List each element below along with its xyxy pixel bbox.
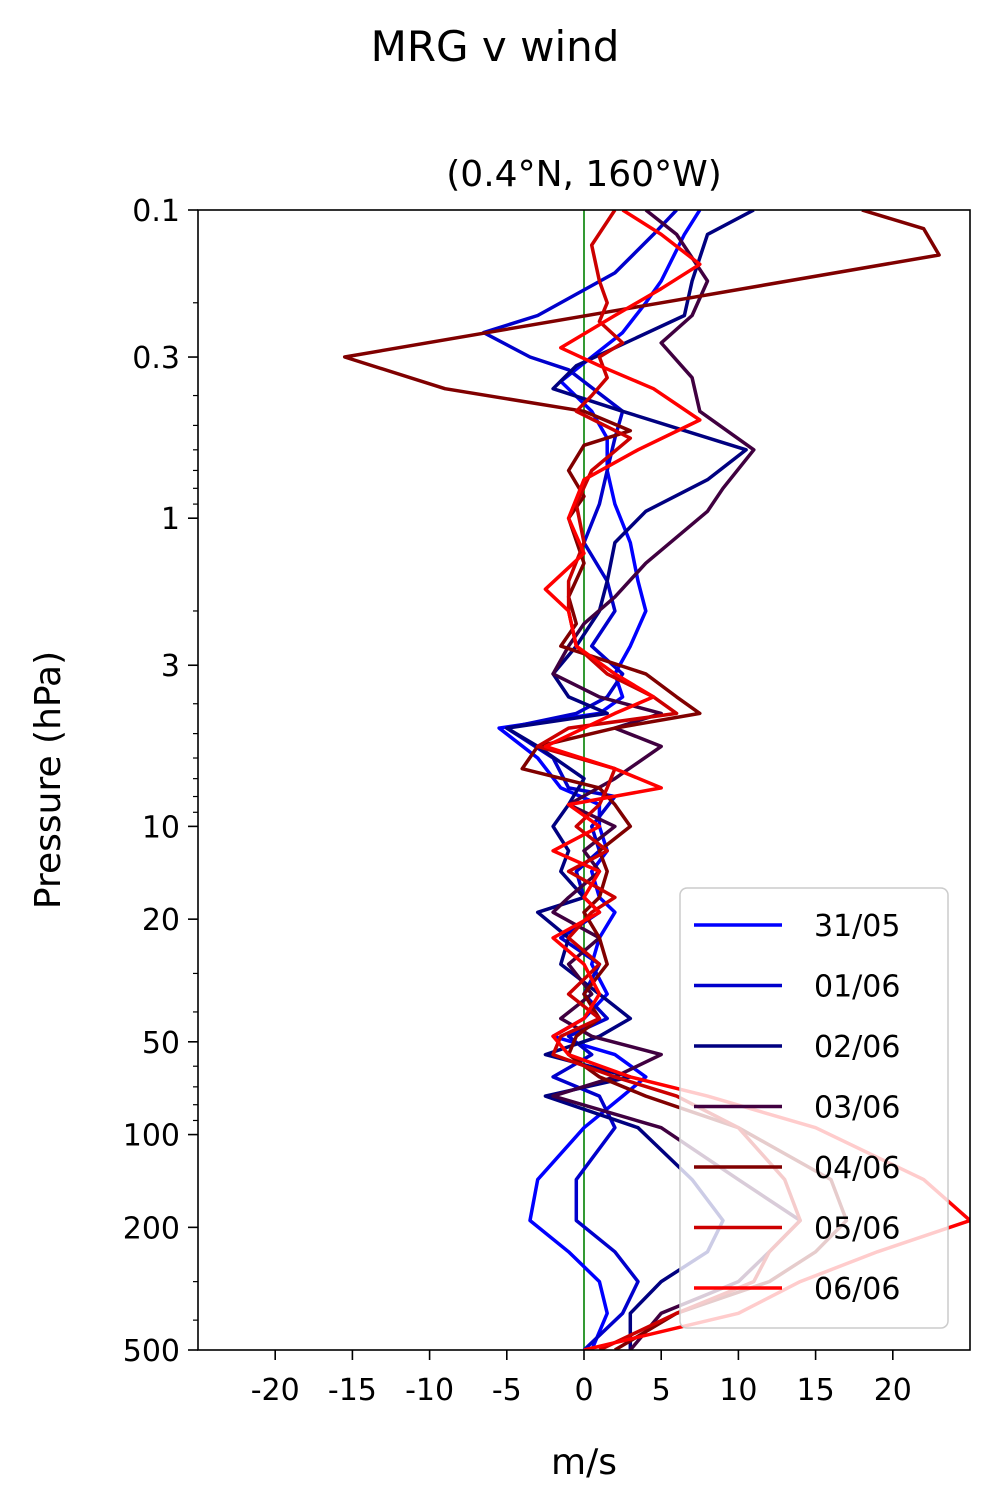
- x-tick-label: -10: [405, 1373, 454, 1408]
- series-line-02-06: [505, 210, 755, 1350]
- legend-item: 03/06: [694, 1091, 900, 1126]
- plot-area: [342, 210, 970, 1350]
- x-tick-label: 15: [797, 1373, 835, 1408]
- legend-label: 04/06: [814, 1151, 900, 1186]
- y-tick-label: 0.3: [132, 341, 180, 376]
- legend-item: 05/06: [694, 1212, 900, 1247]
- legend-label: 31/05: [814, 909, 900, 944]
- series-line-01-06: [481, 210, 678, 1350]
- x-tick-label: 5: [652, 1373, 671, 1408]
- y-tick-label: 100: [123, 1119, 180, 1154]
- axes-title: (0.4°N, 160°W): [446, 154, 721, 195]
- y-tick-label: 10: [142, 810, 180, 845]
- y-tick-label: 200: [123, 1211, 180, 1246]
- x-tick-label: 20: [874, 1373, 912, 1408]
- legend-label: 02/06: [814, 1030, 900, 1065]
- y-tick-label: 500: [123, 1334, 180, 1369]
- legend-item: 04/06: [694, 1151, 900, 1186]
- x-tick-label: 0: [574, 1373, 593, 1408]
- legend-label: 05/06: [814, 1212, 900, 1247]
- legend-item: 31/05: [694, 909, 900, 944]
- series-lines: [342, 210, 970, 1350]
- x-tick-label: -5: [492, 1373, 522, 1408]
- y-tick-label: 50: [142, 1026, 180, 1061]
- legend-label: 06/06: [814, 1272, 900, 1307]
- y-axis-label: Pressure (hPa): [28, 651, 69, 909]
- legend-frame: [679, 887, 949, 1329]
- figure-suptitle: MRG v wind: [370, 22, 620, 71]
- x-axis-label: m/s: [551, 1442, 617, 1483]
- legend-item: 01/06: [694, 970, 900, 1005]
- series-line-31-05: [497, 210, 702, 1350]
- y-tick-label: 20: [142, 903, 180, 938]
- legend-item: 06/06: [694, 1272, 900, 1307]
- y-tick-label: 0.1: [132, 194, 180, 229]
- y-axis-ticks: 0.1 0.3 1 3 10 20 50 100 200 500: [123, 194, 198, 1369]
- legend-label: 01/06: [814, 970, 900, 1005]
- x-tick-label: 10: [719, 1373, 757, 1408]
- legend: 31/05 01/06 02/06 03/06 04/06 05/06 06/06: [679, 887, 949, 1329]
- legend-label: 03/06: [814, 1091, 900, 1126]
- y-tick-label: 3: [161, 649, 180, 684]
- x-tick-label: -15: [328, 1373, 377, 1408]
- y-tick-label: 1: [161, 502, 180, 537]
- legend-item: 02/06: [694, 1030, 900, 1065]
- axes-frame: [197, 209, 971, 1351]
- x-tick-label: -20: [251, 1373, 300, 1408]
- x-axis-ticks: -20 -15 -10 -5 0 5 10 15 20: [251, 1350, 912, 1408]
